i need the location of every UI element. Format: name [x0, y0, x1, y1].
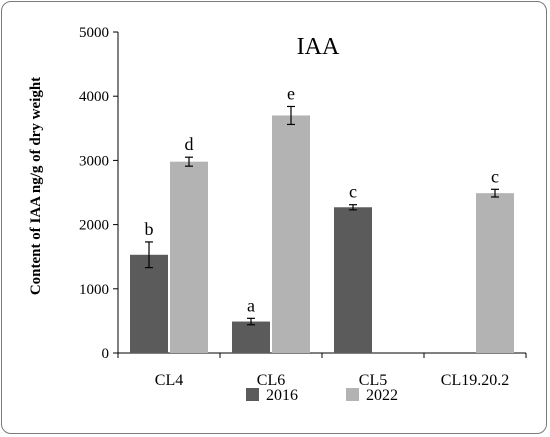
x-tick-label: CL4	[155, 372, 183, 389]
bar-2016-CL6	[232, 321, 270, 353]
legend-swatch	[346, 388, 359, 401]
legend-label: 2022	[366, 387, 398, 404]
bar-2022-CL6	[272, 115, 310, 354]
significance-letter: c	[349, 182, 357, 202]
legend-item-2022: 2022	[346, 387, 398, 404]
significance-letter: b	[145, 219, 154, 239]
significance-letter: e	[287, 83, 295, 103]
significance-letter: a	[247, 295, 255, 315]
y-tick-label: 2000	[79, 218, 109, 234]
error-bar	[145, 241, 153, 269]
y-tick-label: 5000	[79, 25, 109, 41]
legend-swatch	[246, 388, 259, 401]
error-bar	[247, 317, 255, 326]
legend-item-2016: 2016	[246, 387, 298, 404]
y-axis-label: Content of IAA ng/g of dry weight	[28, 77, 44, 295]
bar-2022-CL4	[170, 161, 208, 353]
x-tick-label: CL5	[359, 372, 387, 389]
bar-2016-CL5	[334, 207, 372, 353]
y-tick-label: 1000	[79, 282, 109, 298]
y-tick-label: 0	[102, 346, 110, 362]
y-tick-label: 3000	[79, 153, 109, 169]
error-bar	[491, 188, 499, 198]
significance-letter: d	[185, 134, 194, 154]
bar-2022-CL19.20.2	[476, 193, 514, 353]
x-tick-label: CL19.20.2	[441, 372, 509, 389]
significance-letter: c	[491, 166, 499, 186]
chart-title: IAA	[297, 34, 340, 60]
error-bar	[287, 105, 295, 126]
x-tick-label: CL6	[257, 372, 285, 389]
error-bar	[349, 204, 357, 211]
bar-2016-CL4	[130, 254, 168, 353]
error-bar	[185, 156, 193, 167]
legend-label: 2016	[266, 387, 298, 404]
legend: 2016 2022	[246, 387, 398, 404]
y-tick-label: 4000	[79, 89, 109, 105]
